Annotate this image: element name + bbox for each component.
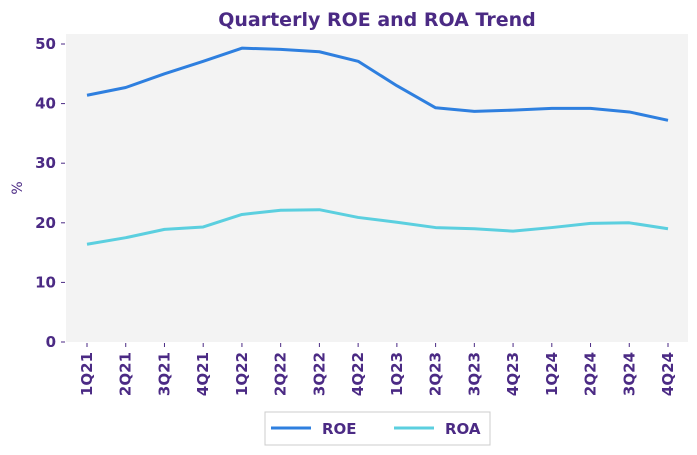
x-tick-label: 4Q21 [194,352,212,396]
legend-item-roe[interactable]: ROE [271,420,357,438]
y-tick-label: 40 [35,95,56,113]
x-tick-label: 4Q23 [504,352,522,396]
x-tick-label: 1Q22 [233,352,251,396]
x-tick-label: 1Q23 [388,352,406,396]
x-tick-label: 1Q24 [543,352,561,396]
x-tick-label: 3Q22 [310,352,328,396]
y-axis: 0 10 20 30 40 50 [35,35,65,351]
x-tick-label: 4Q24 [659,352,677,396]
y-axis-label: % [10,181,26,194]
legend-label: ROE [322,420,357,438]
x-axis: 1Q21 2Q21 3Q21 4Q21 1Q22 2Q22 3Q22 4Q22 1Q23 2Q23… [78,343,677,396]
y-tick-label: 20 [35,214,56,232]
x-tick-label: 2Q24 [582,352,600,396]
legend-label: ROA [445,420,481,438]
legend-item-roa[interactable]: ROA [394,420,481,438]
series-line-roe [86,46,669,122]
x-tick-label: 2Q23 [427,352,445,396]
y-tick-label: 50 [35,35,56,53]
series-group [86,46,669,246]
x-tick-label: 4Q22 [349,352,367,396]
y-tick-label: 0 [46,333,56,351]
y-tick-label: 10 [35,273,56,291]
legend[interactable]: ROE ROA [264,411,491,446]
x-tick-label: 1Q21 [78,352,96,396]
x-tick-label: 3Q21 [155,352,173,396]
x-tick-label: 3Q23 [465,352,483,396]
plot-area [66,34,688,342]
chart-title: Quarterly ROE and ROA Trend [218,9,536,31]
y-tick-label: 30 [35,154,56,172]
x-tick-label: 2Q22 [272,352,290,396]
x-tick-label: 2Q21 [117,352,135,396]
x-tick-label: 3Q24 [620,352,638,396]
series-line-roa [86,208,669,246]
